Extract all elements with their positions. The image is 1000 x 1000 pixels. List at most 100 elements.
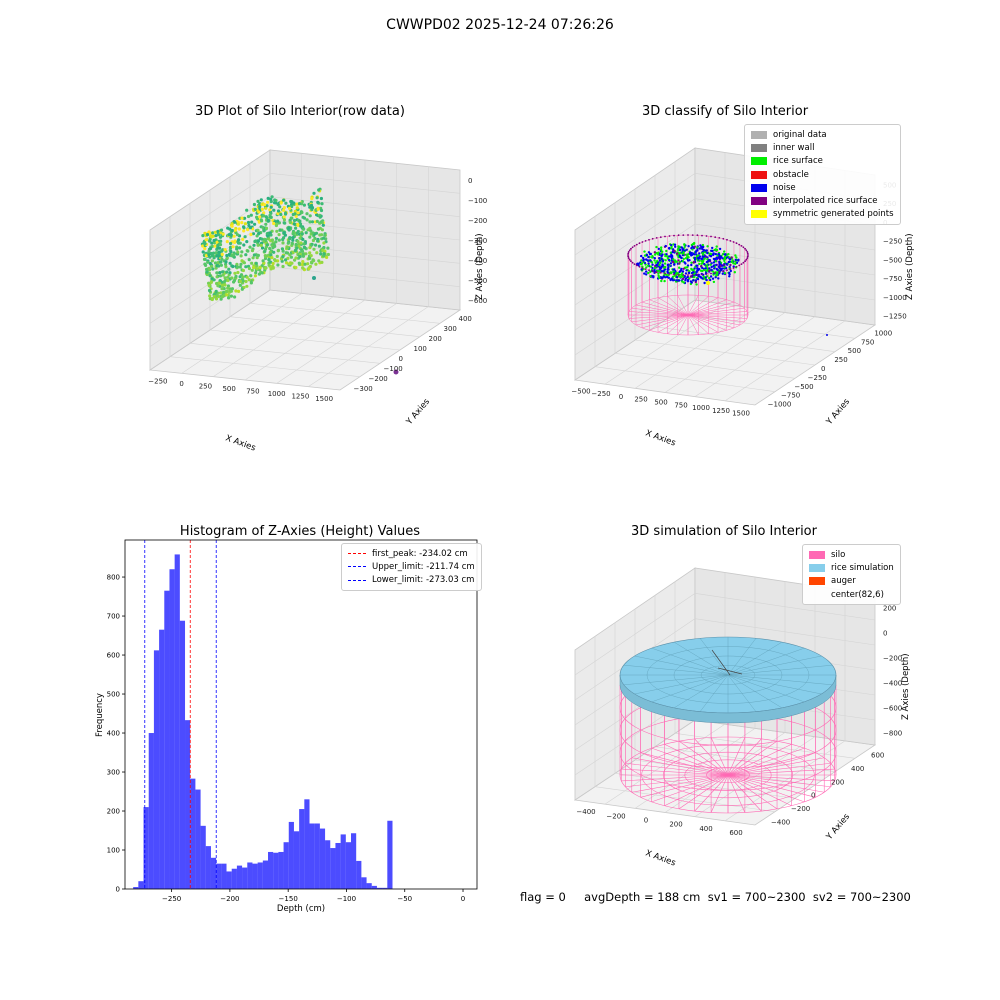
raw-point: [227, 267, 231, 271]
classify-point: [662, 266, 666, 269]
raw-point: [245, 284, 249, 288]
classify-point: [683, 275, 686, 278]
raw-point: [308, 256, 312, 260]
classify-interp-point: [744, 260, 746, 263]
classify-point: [645, 270, 648, 273]
classify-point: [682, 257, 685, 261]
raw-point: [206, 260, 210, 264]
classify-point: [737, 259, 740, 262]
hist-bar: [283, 842, 289, 889]
classify-point: [693, 245, 696, 248]
classify-interp-point: [668, 235, 671, 237]
classify-legend-label: inner wall: [773, 142, 815, 153]
classify-point: [698, 267, 701, 271]
classify-interp-point: [648, 238, 650, 241]
raw-point: [272, 242, 276, 247]
raw-point: [274, 236, 278, 240]
hist-bar: [226, 871, 232, 889]
raw-point: [285, 261, 289, 265]
raw-point: [241, 268, 245, 273]
raw-point: [254, 261, 258, 265]
raw-point: [203, 247, 207, 251]
raw-point: [291, 231, 295, 236]
raw-point: [297, 261, 301, 265]
classify-point: [684, 272, 688, 275]
raw-point: [299, 224, 303, 228]
classify-point: [643, 250, 646, 253]
classify-point: [657, 261, 660, 264]
classify-point: [692, 242, 696, 246]
classify-point: [656, 253, 660, 256]
raw-point: [267, 258, 271, 262]
raw-point: [223, 283, 227, 287]
raw-point: [234, 231, 238, 235]
raw-point: [315, 251, 319, 255]
hist-title: Histogram of Z-Axies (Height) Values: [179, 524, 421, 539]
classify-point: [723, 255, 727, 259]
classify-interp-point: [630, 260, 632, 263]
raw-z-tick: −200: [468, 217, 487, 225]
raw-point: [308, 226, 312, 230]
raw-point: [256, 253, 260, 257]
classify-point: [666, 255, 669, 258]
raw-point: [244, 265, 248, 269]
raw-point: [292, 218, 297, 223]
raw-point: [309, 254, 313, 258]
raw-point: [213, 230, 217, 234]
classify-cyl-spoke: [667, 314, 689, 334]
classify-point: [710, 268, 713, 272]
raw-point: [284, 211, 288, 215]
raw-point: [216, 261, 220, 265]
raw-point: [215, 240, 219, 244]
raw-point: [212, 238, 216, 243]
raw-point: [295, 202, 299, 206]
hist-bar: [273, 852, 279, 889]
classify-legend-item: interpolated rice surface: [751, 194, 894, 207]
hist-bar: [268, 851, 274, 889]
classify-interp-point: [651, 237, 654, 240]
sim-cyl-spoke: [727, 738, 762, 776]
classify-point: [727, 253, 730, 256]
classify-point: [673, 259, 677, 262]
classify-point: [706, 256, 709, 259]
raw-point: [260, 219, 264, 223]
classify-cyl-spoke: [687, 295, 699, 316]
classify-point: [732, 262, 735, 265]
classify-point: [704, 276, 707, 279]
hist-bar: [159, 629, 165, 889]
raw-point: [220, 249, 224, 253]
raw-point: [229, 294, 233, 298]
classify-point: [715, 245, 718, 248]
classify-point: [714, 252, 717, 256]
classify-interp-point: [718, 271, 721, 273]
sim-cyl-spoke: [694, 774, 729, 812]
raw-point: [322, 252, 326, 256]
raw-point: [296, 229, 300, 234]
classify-point: [690, 254, 693, 257]
hist-bar: [382, 887, 388, 889]
raw-point: [260, 246, 265, 250]
raw-point: [310, 197, 314, 201]
raw-point: [219, 263, 223, 267]
raw-point: [301, 260, 305, 264]
classify-interp-point: [628, 249, 631, 252]
sim-legend-label: auger: [831, 576, 856, 587]
classify-interp-point: [722, 270, 725, 273]
raw-point: [304, 252, 308, 256]
hist-legend-label: Lower_limit: -273.03 cm: [372, 575, 475, 586]
classify-point: [645, 273, 648, 276]
classify-point: [682, 281, 685, 284]
raw-point: [326, 246, 330, 250]
classify-interp-point: [635, 264, 638, 267]
classify-points: [627, 234, 749, 286]
classify-interp-point: [746, 257, 749, 259]
hist-legend-label: first_peak: -234.02 cm: [372, 548, 468, 559]
raw-point: [246, 249, 250, 253]
sim-legend-swatch: [809, 550, 825, 559]
classify-cyl-spoke: [635, 304, 689, 316]
raw-point: [208, 274, 212, 278]
raw-point: [233, 271, 237, 275]
classify-interp-point: [718, 237, 721, 239]
raw-point: [318, 215, 322, 219]
hist-bar: [330, 848, 336, 889]
